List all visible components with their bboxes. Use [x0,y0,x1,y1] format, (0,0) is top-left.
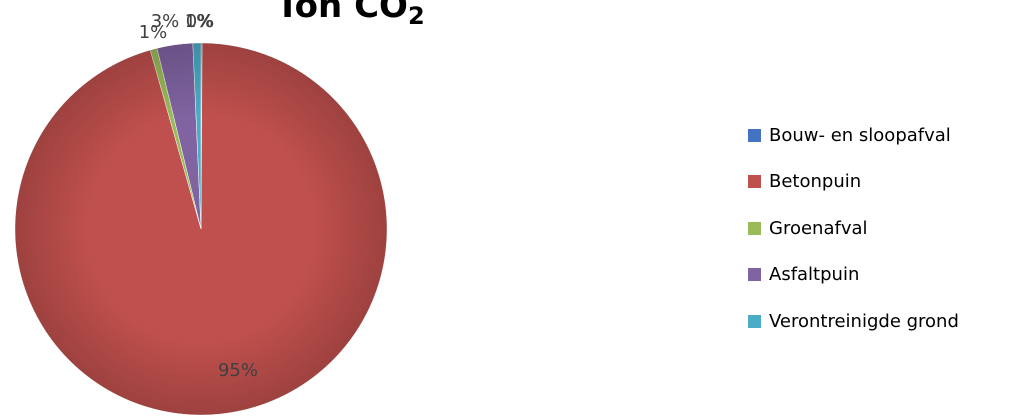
chart-title: Ton CO2 [276,0,425,30]
legend-label: Betonpuin [769,171,862,192]
legend-entry-asfaltpuin: Asfaltpuin [748,263,959,287]
legend-label: Verontreinigde grond [769,310,959,332]
legend-swatch [748,268,761,281]
data-label-betonpuin: 95% [218,360,258,381]
legend-label: Bouw- en sloopafval [769,124,951,146]
legend-entry-groenafval: Groenafval [748,216,959,240]
legend-swatch [748,128,761,142]
legend-entry-betonpuin: Betonpuin [748,170,959,194]
legend: Bouw- en sloopafval Betonpuin Groenafval As… [748,123,959,356]
legend-swatch [748,221,761,235]
chart-title-subscript: 2 [407,2,425,30]
legend-swatch [748,175,761,188]
legend-label: Groenafval [769,217,868,239]
legend-entry-bouw-en-sloopafval: Bouw- en sloopafval [748,123,959,147]
legend-entry-verontreinigde-grond: Verontreinigde grond [748,309,959,333]
data-label-verontreinigde-grond: 1% [185,11,214,32]
data-label-groenafval: 1% [139,22,168,43]
legend-swatch [748,314,761,328]
chart-title-text: Ton CO [276,0,408,26]
legend-label: Asfaltpuin [769,264,860,285]
data-label-asfaltpuin: 3% [151,11,180,32]
data-label-bouw-en-sloopafval: 0% [186,11,215,32]
